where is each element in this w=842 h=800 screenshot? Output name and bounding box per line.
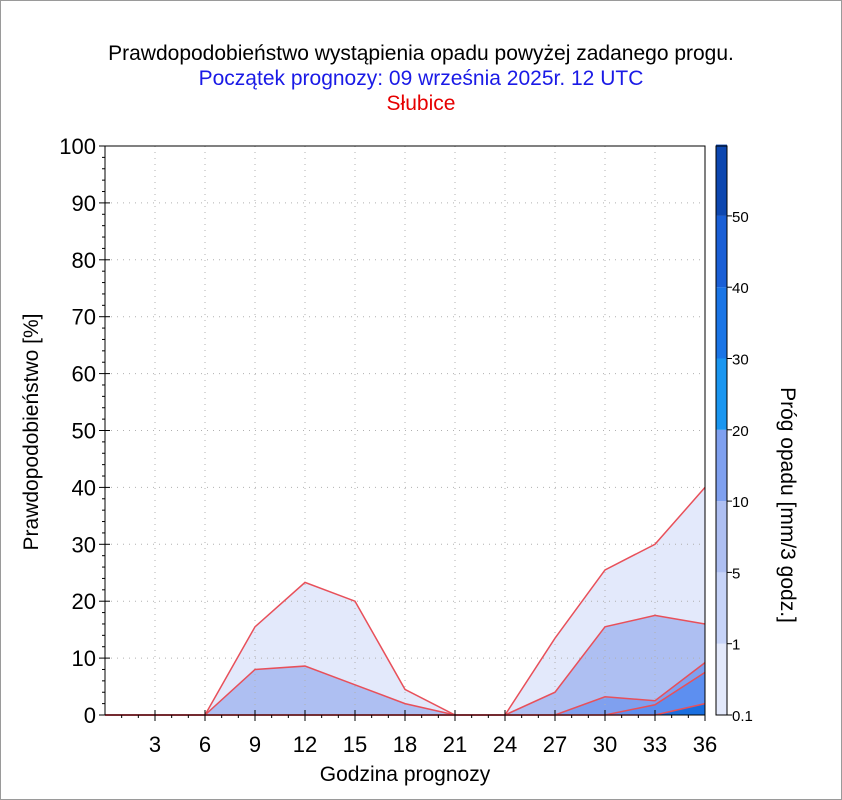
x-tick-labels: 3 6 9 12 15 18 21 24 27 30 33 36: [149, 732, 717, 757]
x-tick-label: 6: [199, 732, 211, 757]
colorbar-segment: [716, 287, 727, 359]
y-tick-label: 50: [72, 419, 96, 444]
axes: [99, 145, 706, 721]
colorbar-segment: [716, 429, 727, 502]
y-tick-label: 0: [84, 703, 96, 728]
colorbar-segment: [716, 215, 727, 288]
colorbar-tick-label: 5: [732, 565, 740, 582]
colorbar-segment: [716, 572, 727, 644]
x-tick-label: 3: [149, 732, 161, 757]
colorbar-border: [715, 145, 728, 716]
colorbar-tick-label: 10: [732, 494, 749, 511]
y-tick-label: 10: [72, 646, 96, 671]
y-tick-label: 90: [72, 191, 96, 216]
y-tick-label: 60: [72, 362, 96, 387]
colorbar-segment: [716, 358, 727, 430]
grid-lines: [105, 146, 705, 715]
x-tick-label: 27: [543, 732, 567, 757]
x-tick-label: 15: [343, 732, 367, 757]
x-tick-label: 33: [643, 732, 667, 757]
colorbar: 0.1 1 5 10 20 30 40 50: [715, 144, 753, 725]
x-tick-label: 9: [249, 732, 261, 757]
y-tick-label: 30: [72, 532, 96, 557]
colorbar-tick-label: 30: [732, 352, 749, 369]
y-tick-label: 40: [72, 475, 96, 500]
colorbar-segment: [716, 144, 727, 216]
y-tick-label: 100: [59, 134, 96, 159]
colorbar-segment: [716, 501, 727, 573]
colorbar-label: Próg opadu [mm/3 godz.]: [776, 387, 799, 623]
x-tick-label: 18: [393, 732, 417, 757]
colorbar-tick-label: 1: [732, 637, 740, 654]
y-axis-label: Prawdopodobieństwo [%]: [20, 314, 43, 551]
area-threshold-10: [105, 672, 705, 715]
forecast-start-subtitle: Początek prognozy: 09 września 2025r. 12…: [198, 67, 644, 90]
area-threshold-1: [105, 615, 705, 715]
colorbar-segment: [716, 643, 727, 715]
x-tick-label: 12: [293, 732, 317, 757]
colorbar-tick-label: 40: [732, 280, 749, 297]
y-tick-label: 80: [72, 248, 96, 273]
x-tick-label: 30: [593, 732, 617, 757]
colorbar-tick-label: 20: [732, 423, 749, 440]
x-axis-label: Godzina prognozy: [320, 763, 491, 786]
y-tick-label: 70: [72, 305, 96, 330]
chart-title: Prawdopodobieństwo wystąpienia opadu pow…: [108, 42, 734, 65]
colorbar-tick-label: 0.1: [732, 708, 753, 725]
colorbar-tick-label: 50: [732, 209, 749, 226]
x-tick-label: 36: [693, 732, 717, 757]
y-tick-labels: 0 10 20 30 40 50 60 70 80 90 100: [59, 134, 96, 728]
station-name: Słubice: [386, 92, 456, 115]
x-tick-label: 24: [493, 732, 517, 757]
x-tick-label: 21: [443, 732, 467, 757]
y-tick-label: 20: [72, 589, 96, 614]
